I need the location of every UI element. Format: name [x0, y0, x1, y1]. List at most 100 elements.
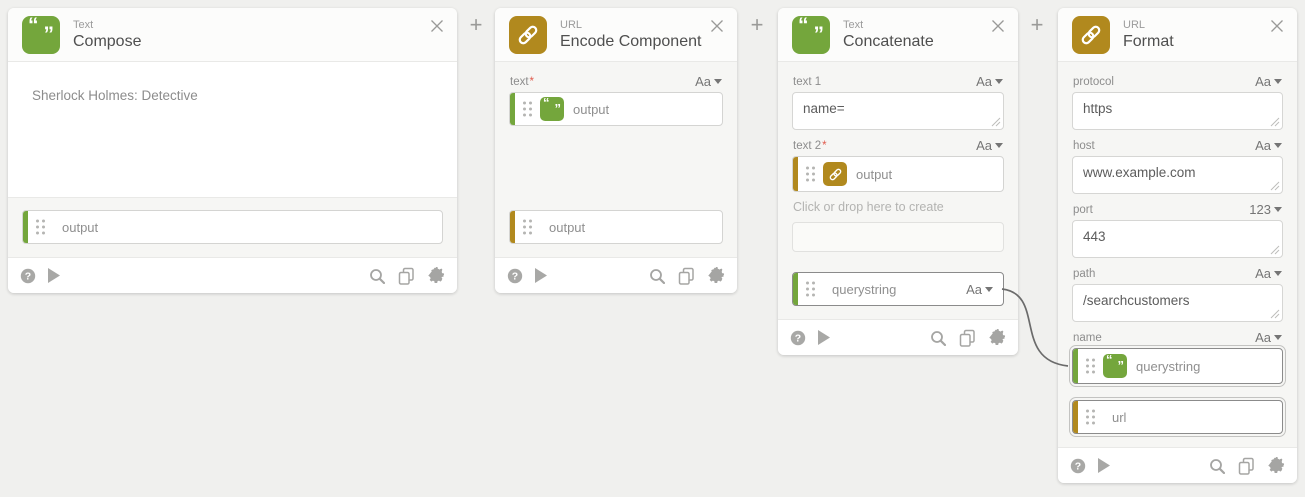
text-output-chip[interactable]: “”	[540, 95, 564, 121]
field-type-selector[interactable]: Aa	[1255, 267, 1282, 280]
help-icon[interactable]	[1070, 458, 1086, 474]
card-text-compose: “” Text Compose Sherlock Holmes: Detecti…	[8, 8, 457, 293]
drag-handle-icon[interactable]	[1085, 357, 1096, 375]
drag-handle-icon[interactable]	[805, 165, 816, 183]
field-text2-input[interactable]: output	[792, 156, 1004, 192]
field-host-input[interactable]: www.example.com	[1072, 156, 1283, 194]
copy-icon[interactable]	[678, 267, 695, 285]
field-type-selector-number[interactable]: 123	[1249, 203, 1282, 216]
add-step-button[interactable]: +	[469, 12, 483, 37]
run-icon[interactable]	[817, 330, 831, 345]
card-category: Text	[73, 18, 94, 31]
field-type-selector[interactable]: Aa	[976, 75, 1003, 88]
input-accent	[793, 157, 798, 191]
input-accent	[1073, 349, 1078, 383]
field-type-selector[interactable]: Aa	[976, 139, 1003, 152]
card-title: Encode Component	[560, 32, 702, 50]
run-icon[interactable]	[47, 268, 61, 283]
add-step-button[interactable]: +	[750, 12, 764, 37]
card-footer	[778, 319, 1018, 355]
output-accent	[1073, 401, 1078, 433]
chevron-down-icon	[1274, 143, 1282, 148]
field-label-name: name	[1073, 332, 1102, 344]
run-icon[interactable]	[534, 268, 548, 283]
drag-handle-icon[interactable]	[35, 218, 46, 236]
field-label-text2: text 2*	[793, 140, 827, 152]
text-output-chip[interactable]: “”	[1103, 352, 1127, 378]
chevron-down-icon	[985, 286, 993, 292]
field-port-input[interactable]: 443	[1072, 220, 1283, 258]
new-field-input[interactable]	[792, 222, 1004, 252]
help-icon[interactable]	[507, 268, 523, 284]
settings-icon[interactable]	[1268, 457, 1285, 474]
field-type-selector[interactable]: Aa	[1255, 331, 1282, 344]
drag-handle-icon[interactable]	[522, 100, 533, 118]
card-header: URL Format	[1058, 8, 1297, 62]
card-url-format: URL Format protocol Aa https host Aa www…	[1058, 8, 1297, 483]
output-port-row[interactable]: output	[22, 210, 443, 244]
field-type-selector[interactable]: Aa	[695, 75, 722, 88]
field-text-input[interactable]: “” output	[509, 92, 723, 126]
field-label-text1: text 1	[793, 76, 822, 88]
field-type-selector[interactable]: Aa	[1255, 75, 1282, 88]
output-port-row[interactable]: output	[509, 210, 723, 244]
copy-icon[interactable]	[1238, 457, 1255, 475]
close-icon[interactable]	[1270, 19, 1284, 33]
settings-icon[interactable]	[428, 267, 445, 284]
input-accent	[510, 93, 515, 125]
search-icon[interactable]	[930, 330, 946, 346]
chevron-down-icon	[995, 79, 1003, 84]
chevron-down-icon	[1274, 271, 1282, 276]
add-step-button[interactable]: +	[1030, 12, 1044, 37]
url-function-icon	[1072, 15, 1110, 54]
output-accent	[510, 211, 515, 243]
field-label-path: path	[1073, 268, 1096, 280]
text-function-icon: “”	[792, 14, 830, 54]
chevron-down-icon	[1274, 335, 1282, 340]
field-name-input[interactable]: “” querystring	[1069, 345, 1286, 387]
close-icon[interactable]	[430, 19, 444, 33]
search-icon[interactable]	[649, 268, 665, 284]
run-icon[interactable]	[1097, 458, 1111, 473]
copy-icon[interactable]	[398, 267, 415, 285]
link-icon	[828, 167, 842, 181]
link-icon	[1080, 23, 1102, 46]
settings-icon[interactable]	[708, 267, 725, 284]
card-footer	[1058, 447, 1297, 483]
card-header: “” Text Compose	[8, 8, 457, 62]
field-type-selector[interactable]: Aa	[1255, 139, 1282, 152]
field-text1-input[interactable]: name=	[792, 92, 1004, 130]
field-label-host: host	[1073, 140, 1095, 152]
card-header: “” Text Concatenate	[778, 8, 1018, 62]
compose-text-input[interactable]: Sherlock Holmes: Detective	[8, 62, 457, 198]
output-accent	[793, 273, 798, 305]
search-icon[interactable]	[1209, 458, 1225, 474]
field-label-port: port	[1073, 204, 1093, 216]
url-output-chip[interactable]	[823, 162, 847, 186]
output-accent	[23, 211, 28, 243]
chevron-down-icon	[995, 143, 1003, 148]
drag-handle-icon[interactable]	[805, 280, 816, 298]
help-icon[interactable]	[20, 268, 36, 284]
chip-label: output	[856, 166, 893, 182]
search-icon[interactable]	[369, 268, 385, 284]
output-port-row[interactable]: url	[1069, 397, 1286, 437]
drag-handle-icon[interactable]	[522, 218, 533, 236]
card-footer	[8, 257, 457, 293]
field-protocol-input[interactable]: https	[1072, 92, 1283, 130]
field-path-input[interactable]: /searchcustomers	[1072, 284, 1283, 322]
card-header: URL Encode Component	[495, 8, 737, 62]
settings-icon[interactable]	[989, 329, 1006, 346]
drag-handle-icon[interactable]	[1085, 408, 1096, 426]
output-type-selector[interactable]: Aa	[966, 283, 1003, 296]
chip-label: querystring	[1136, 358, 1201, 374]
help-icon[interactable]	[790, 330, 806, 346]
url-function-icon	[509, 15, 547, 54]
card-footer	[495, 257, 737, 293]
drop-hint[interactable]: Click or drop here to create	[793, 200, 944, 214]
copy-icon[interactable]	[959, 329, 976, 347]
close-icon[interactable]	[710, 19, 724, 33]
output-port-row[interactable]: querystring Aa	[792, 272, 1004, 306]
close-icon[interactable]	[991, 19, 1005, 33]
